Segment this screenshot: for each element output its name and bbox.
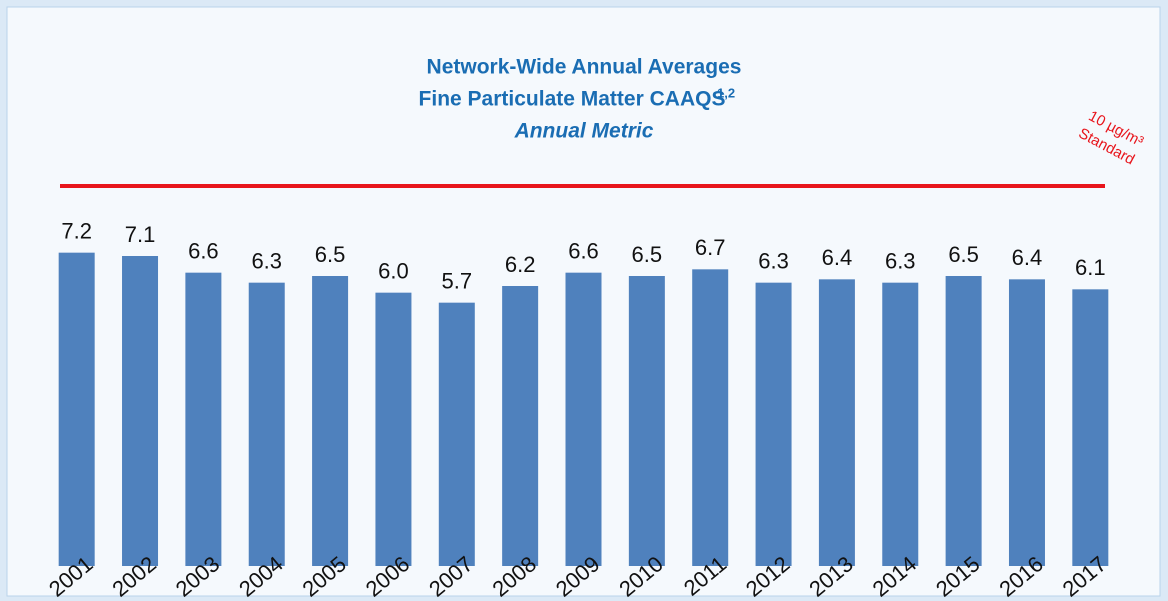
bar xyxy=(375,292,412,566)
value-label: 6.2 xyxy=(505,252,536,277)
bar xyxy=(185,272,222,566)
value-label: 6.6 xyxy=(568,238,599,263)
bar xyxy=(312,276,349,566)
bar xyxy=(58,252,95,566)
bar xyxy=(882,282,919,566)
bar xyxy=(692,269,729,566)
bar xyxy=(1008,279,1045,566)
bar xyxy=(1072,289,1109,566)
value-label: 6.3 xyxy=(251,248,282,273)
value-label: 6.1 xyxy=(1075,255,1106,280)
bar xyxy=(565,272,602,566)
value-label: 7.2 xyxy=(61,218,92,243)
bar xyxy=(502,286,539,566)
value-label: 5.7 xyxy=(441,268,472,293)
value-label: 6.3 xyxy=(885,248,916,273)
value-label: 6.6 xyxy=(188,238,219,263)
value-label: 6.4 xyxy=(822,245,853,270)
value-label: 6.5 xyxy=(948,242,979,267)
value-label: 6.3 xyxy=(758,248,789,273)
bar xyxy=(945,276,982,566)
bar xyxy=(122,256,159,566)
chart-subtitle: Fine Particulate Matter CAAQS xyxy=(419,88,726,111)
value-label: 7.1 xyxy=(125,222,156,247)
value-label: 6.5 xyxy=(315,242,346,267)
value-label: 6.5 xyxy=(632,242,663,267)
value-label: 6.4 xyxy=(1012,245,1043,270)
chart-subtitle-2: Annual Metric xyxy=(514,120,654,143)
bar xyxy=(628,276,665,566)
bar xyxy=(755,282,792,566)
superscript: 1,2 xyxy=(717,85,735,100)
bar xyxy=(438,302,475,566)
value-label: 6.7 xyxy=(695,235,726,260)
bar xyxy=(818,279,855,566)
value-label: 6.0 xyxy=(378,258,409,283)
chart-title: Network-Wide Annual Averages xyxy=(427,56,742,79)
bar xyxy=(248,282,285,566)
